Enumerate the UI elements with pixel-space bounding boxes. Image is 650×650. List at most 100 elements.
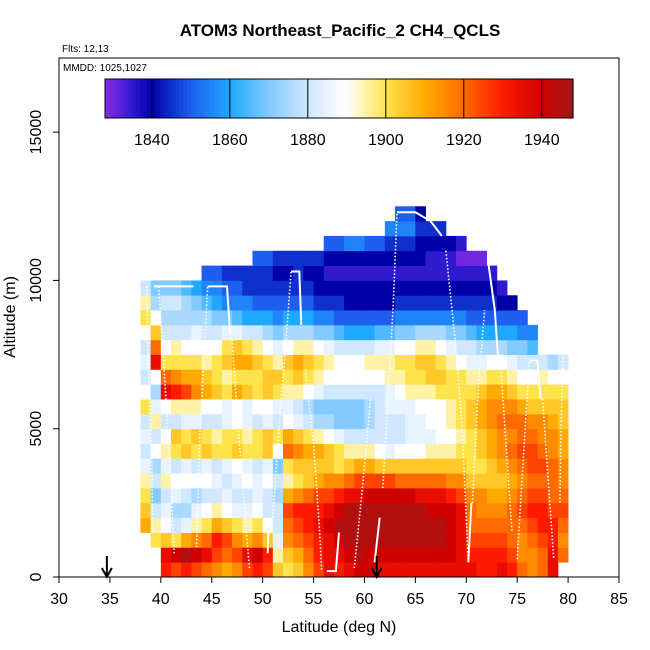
heatmap-cell: [435, 324, 447, 341]
flight-track: [382, 212, 398, 489]
heatmap-cell: [456, 443, 467, 459]
heatmap-cell: [354, 265, 365, 281]
heatmap-cell: [445, 443, 457, 459]
heatmap-cell: [201, 562, 213, 578]
heatmap-cell: [517, 369, 528, 385]
heatmap-cell: [293, 399, 304, 415]
heatmap-cell: [547, 562, 559, 578]
heatmap-cell: [466, 517, 477, 533]
heatmap-cell: [262, 324, 274, 341]
heatmap-cell: [293, 250, 304, 266]
heatmap-cell: [507, 339, 518, 355]
heatmap-cell: [354, 235, 365, 252]
colorbar-swatch: [245, 79, 250, 118]
heatmap-cell: [283, 458, 294, 474]
heatmap-cell: [496, 413, 508, 430]
heatmap-cell: [517, 488, 528, 504]
colorbar-swatch: [448, 79, 453, 118]
heatmap-cell: [283, 473, 294, 489]
latitude-arrow: [100, 556, 113, 580]
heatmap-cell: [313, 295, 325, 311]
colorbar-swatch: [393, 79, 399, 118]
heatmap-cell: [313, 547, 325, 563]
heatmap-cell: [242, 443, 253, 459]
heatmap-cell: [150, 458, 162, 474]
heatmap-cell: [160, 502, 172, 519]
heatmap-cell: [364, 265, 376, 281]
heatmap-cell: [344, 517, 355, 533]
heatmap-cell: [476, 517, 488, 533]
heatmap-cell: [211, 562, 223, 578]
colorbar-frame: [104, 78, 574, 119]
heatmap-cell: [395, 443, 406, 459]
heatmap-cell: [171, 488, 182, 504]
heatmap-cell: [405, 339, 416, 355]
heatmap-cell: [384, 547, 396, 563]
heatmap-cell: [415, 324, 426, 341]
heatmap-cell: [374, 280, 386, 296]
heatmap-cell: [517, 517, 528, 533]
x-tick-label: 70: [457, 591, 475, 608]
heatmap-cell: [333, 295, 345, 311]
heatmap-cell: [150, 517, 162, 533]
heatmap-cell: [517, 473, 528, 489]
heatmap-cell: [140, 295, 152, 311]
colorbar-tick-label: 1860: [212, 132, 248, 149]
heatmap-cell: [374, 324, 386, 341]
heatmap-cell: [425, 443, 437, 459]
heatmap-cell: [160, 428, 172, 444]
heatmap-cell: [262, 280, 274, 296]
heatmap-cell: [252, 250, 264, 266]
heatmap-cell: [303, 310, 314, 326]
heatmap-cell: [527, 532, 538, 548]
colorbar-swatch: [561, 79, 566, 118]
heatmap-cell: [272, 310, 284, 326]
colorbar-tick-label: 1940: [524, 132, 560, 149]
heatmap-cell: [466, 339, 477, 355]
heatmap-cell: [333, 458, 345, 474]
heatmap-cell: [354, 458, 365, 474]
heatmap-cell: [405, 221, 416, 237]
colorbar-swatch: [249, 79, 254, 118]
heatmap-cell: [384, 488, 396, 504]
heatmap-cell: [537, 517, 549, 533]
heatmap-cell: [496, 547, 508, 563]
heatmap-cell: [252, 547, 264, 563]
heatmap-cell: [354, 517, 365, 533]
heatmap-cell: [537, 532, 549, 548]
heatmap-cell: [557, 458, 569, 474]
heatmap-cell: [171, 532, 182, 548]
heatmap-cell: [221, 399, 233, 415]
heatmap-cell: [486, 354, 498, 370]
heatmap-cell: [415, 310, 426, 326]
colorbar-swatch: [545, 79, 551, 118]
colorbar-swatch: [424, 79, 430, 118]
heatmap-cell: [252, 413, 264, 430]
heatmap-cell: [221, 369, 233, 385]
heatmap-cell: [181, 428, 192, 444]
heatmap-cell: [303, 384, 314, 400]
flight-track: [445, 250, 470, 563]
heatmap-cell: [466, 250, 477, 266]
colorbar-swatch: [284, 79, 289, 118]
heatmap-cell: [354, 547, 365, 563]
heatmap-cell: [242, 458, 253, 474]
heatmap-cell: [445, 517, 457, 533]
heatmap-cell: [272, 399, 284, 415]
heatmap-cell: [486, 339, 498, 355]
heatmap-cell: [211, 458, 223, 474]
colorbar-swatch: [323, 79, 328, 118]
heatmap-cell: [272, 250, 284, 266]
heatmap-cell: [313, 399, 325, 415]
heatmap-cell: [232, 310, 243, 326]
heatmap-cell: [476, 413, 488, 430]
heatmap-cell: [466, 384, 477, 400]
heatmap-cell: [171, 399, 182, 415]
heatmap-cell: [201, 369, 213, 385]
colorbar-tick-label: 1920: [446, 132, 482, 149]
heatmap-cell: [435, 399, 447, 415]
flight-tracks: [145, 211, 564, 573]
heatmap-cell: [262, 339, 274, 355]
heatmap-cell: [374, 265, 386, 281]
heatmap-cell: [283, 280, 294, 296]
